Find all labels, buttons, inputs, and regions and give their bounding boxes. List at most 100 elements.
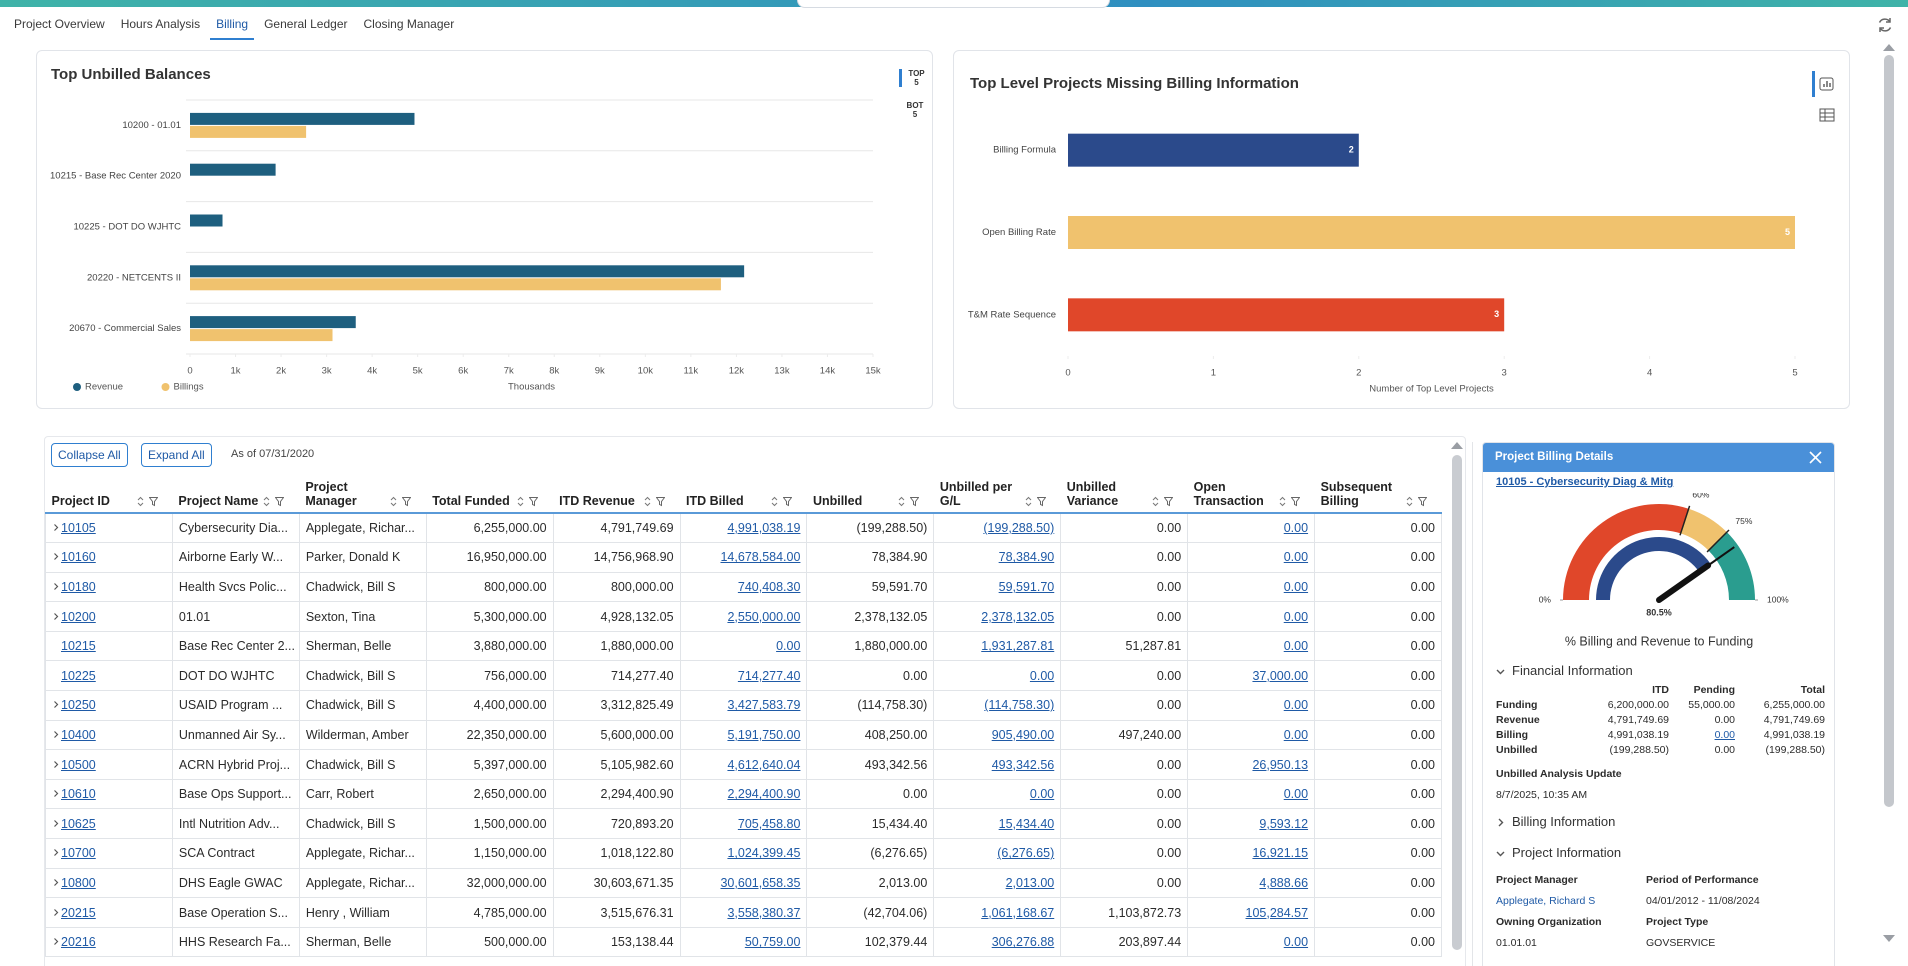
sort-icon[interactable]: [770, 496, 779, 507]
filter-icon[interactable]: [402, 496, 412, 507]
page-scroll-up[interactable]: [1882, 42, 1896, 52]
cell-link[interactable]: 15,434.40: [998, 816, 1055, 831]
cell-link[interactable]: 306,276.88: [991, 935, 1055, 950]
cell-link[interactable]: 10700: [61, 846, 96, 861]
cell-link[interactable]: 2,294,400.90: [727, 787, 801, 802]
cell-link[interactable]: 50,759.00: [744, 935, 801, 950]
expand-chevron[interactable]: [52, 612, 61, 621]
expand-all-button[interactable]: Expand All: [141, 443, 212, 467]
cell-link[interactable]: 3,558,380.37: [727, 905, 801, 920]
table-row[interactable]: 10700 SCA Contract Applegate, Richar... 1,1…: [45, 838, 1442, 869]
tab[interactable]: Project Overview: [14, 17, 105, 31]
expand-chevron[interactable]: [52, 582, 61, 591]
cell-link[interactable]: 105,284.57: [1245, 905, 1309, 920]
chart-view-icon[interactable]: [1819, 77, 1834, 91]
cell-link[interactable]: 10500: [61, 757, 96, 772]
cell-link[interactable]: 30,601,658.35: [720, 875, 801, 890]
cell-link[interactable]: 740,408.30: [737, 579, 801, 594]
cell-link[interactable]: 1,931,287.81: [981, 639, 1055, 654]
sort-icon[interactable]: [136, 496, 145, 507]
cell-link[interactable]: 0.00: [1029, 787, 1055, 802]
cell-link[interactable]: 0.00: [1283, 550, 1309, 565]
scroll-up[interactable]: [1450, 440, 1464, 450]
cell-link[interactable]: 2,013.00: [1005, 875, 1055, 890]
expand-chevron[interactable]: [52, 523, 61, 532]
cell-link[interactable]: 37,000.00: [1252, 668, 1309, 683]
cell-link[interactable]: 4,612,640.04: [727, 757, 801, 772]
cell-link[interactable]: 10180: [61, 579, 96, 594]
filter-icon[interactable]: [1036, 496, 1046, 507]
cell-link[interactable]: 2,550,000.00: [727, 609, 801, 624]
expand-chevron[interactable]: [52, 937, 61, 946]
project-section[interactable]: Project Information: [1496, 845, 1621, 860]
cell-link[interactable]: 10200: [61, 609, 96, 624]
cell-link[interactable]: 0.00: [1029, 668, 1055, 683]
cell-link[interactable]: 0.00: [1283, 639, 1309, 654]
table-row[interactable]: 10250 USAID Program ... Chadwick, Bill S 4,…: [45, 690, 1442, 721]
tab[interactable]: General Ledger: [264, 17, 348, 31]
cell-link[interactable]: 1,061,168.67: [981, 905, 1055, 920]
cell-link[interactable]: 20216: [61, 935, 96, 950]
project-link[interactable]: 10105 - Cybersecurity Diag & Mitg: [1496, 476, 1674, 488]
cell-link[interactable]: 10400: [61, 727, 96, 742]
filter-icon[interactable]: [1163, 496, 1173, 507]
sort-icon[interactable]: [516, 496, 525, 507]
sort-icon[interactable]: [262, 496, 271, 507]
expand-chevron[interactable]: [52, 789, 61, 798]
field-value[interactable]: Applegate, Richard S: [1496, 895, 1596, 907]
expand-chevron[interactable]: [52, 819, 61, 828]
financial-link[interactable]: 0.00: [1714, 729, 1735, 741]
cell-link[interactable]: 20215: [61, 905, 96, 920]
cell-link[interactable]: 0.00: [1283, 609, 1309, 624]
table-row[interactable]: 10625 Intl Nutrition Adv... Chadwick, Bill…: [45, 808, 1442, 840]
table-row[interactable]: 10225 DOT DO WJHTC Chadwick, Bill S 756,000…: [45, 660, 1442, 692]
cell-link[interactable]: 0.00: [1283, 698, 1309, 713]
cell-link[interactable]: 10625: [61, 816, 96, 831]
cell-link[interactable]: 5,191,750.00: [727, 727, 801, 742]
collapse-all-button[interactable]: Collapse All: [51, 443, 128, 467]
cell-link[interactable]: (114,758.30): [984, 698, 1055, 713]
tab[interactable]: Hours Analysis: [120, 17, 201, 31]
cell-link[interactable]: 3,427,583.79: [727, 698, 801, 713]
cell-link[interactable]: 59,591.70: [998, 579, 1055, 594]
cell-link[interactable]: 705,458.80: [737, 816, 801, 831]
filter-icon[interactable]: [656, 496, 666, 507]
cell-link[interactable]: 10610: [61, 787, 96, 802]
table-row[interactable]: 10180 Health Svcs Polic... Chadwick, Bill …: [45, 571, 1442, 603]
bottom-toggle[interactable]: BOT 5: [906, 101, 924, 119]
filter-icon[interactable]: [148, 496, 158, 507]
table-row[interactable]: 10610 Base Ops Support... Carr, Robert 2,65…: [45, 778, 1442, 810]
table-row[interactable]: 10215 Base Rec Center 2... Sherman, Belle 3…: [45, 630, 1442, 662]
cell-link[interactable]: 10800: [61, 875, 96, 890]
billing-section[interactable]: Billing Information: [1496, 814, 1615, 829]
filter-icon[interactable]: [909, 496, 919, 507]
cell-link[interactable]: 78,384.90: [998, 550, 1055, 565]
table-row[interactable]: 20215 Base Operation S... Henry , William 4…: [45, 897, 1442, 928]
table-row[interactable]: 10105 Cybersecurity Dia... Applegate, Rich…: [45, 512, 1442, 544]
expand-chevron[interactable]: [52, 848, 61, 857]
cell-link[interactable]: 0.00: [776, 639, 801, 654]
cell-link[interactable]: (199,288.50): [983, 521, 1055, 536]
expand-chevron[interactable]: [52, 700, 61, 709]
cell-link[interactable]: 0.00: [1283, 727, 1309, 742]
sort-icon[interactable]: [389, 496, 398, 507]
sort-icon[interactable]: [897, 496, 906, 507]
expand-chevron[interactable]: [52, 760, 61, 769]
cell-link[interactable]: 10105: [61, 521, 96, 536]
cell-link[interactable]: 14,678,584.00: [720, 550, 801, 565]
cell-link[interactable]: (6,276.65): [997, 846, 1055, 861]
filter-icon[interactable]: [783, 496, 793, 507]
expand-chevron[interactable]: [52, 878, 61, 887]
sort-icon[interactable]: [643, 496, 652, 507]
cell-link[interactable]: 714,277.40: [737, 668, 801, 683]
filter-icon[interactable]: [529, 496, 539, 507]
cell-link[interactable]: 16,921.15: [1252, 846, 1309, 861]
cell-link[interactable]: 10250: [61, 698, 96, 713]
cell-link[interactable]: 0.00: [1283, 579, 1309, 594]
cell-link[interactable]: 905,490.00: [991, 727, 1055, 742]
filter-icon[interactable]: [1417, 496, 1427, 507]
tab[interactable]: Billing: [210, 12, 255, 40]
expand-chevron[interactable]: [52, 552, 61, 561]
cell-link[interactable]: 26,950.13: [1252, 757, 1309, 772]
table-scrollbar[interactable]: [1452, 455, 1462, 950]
